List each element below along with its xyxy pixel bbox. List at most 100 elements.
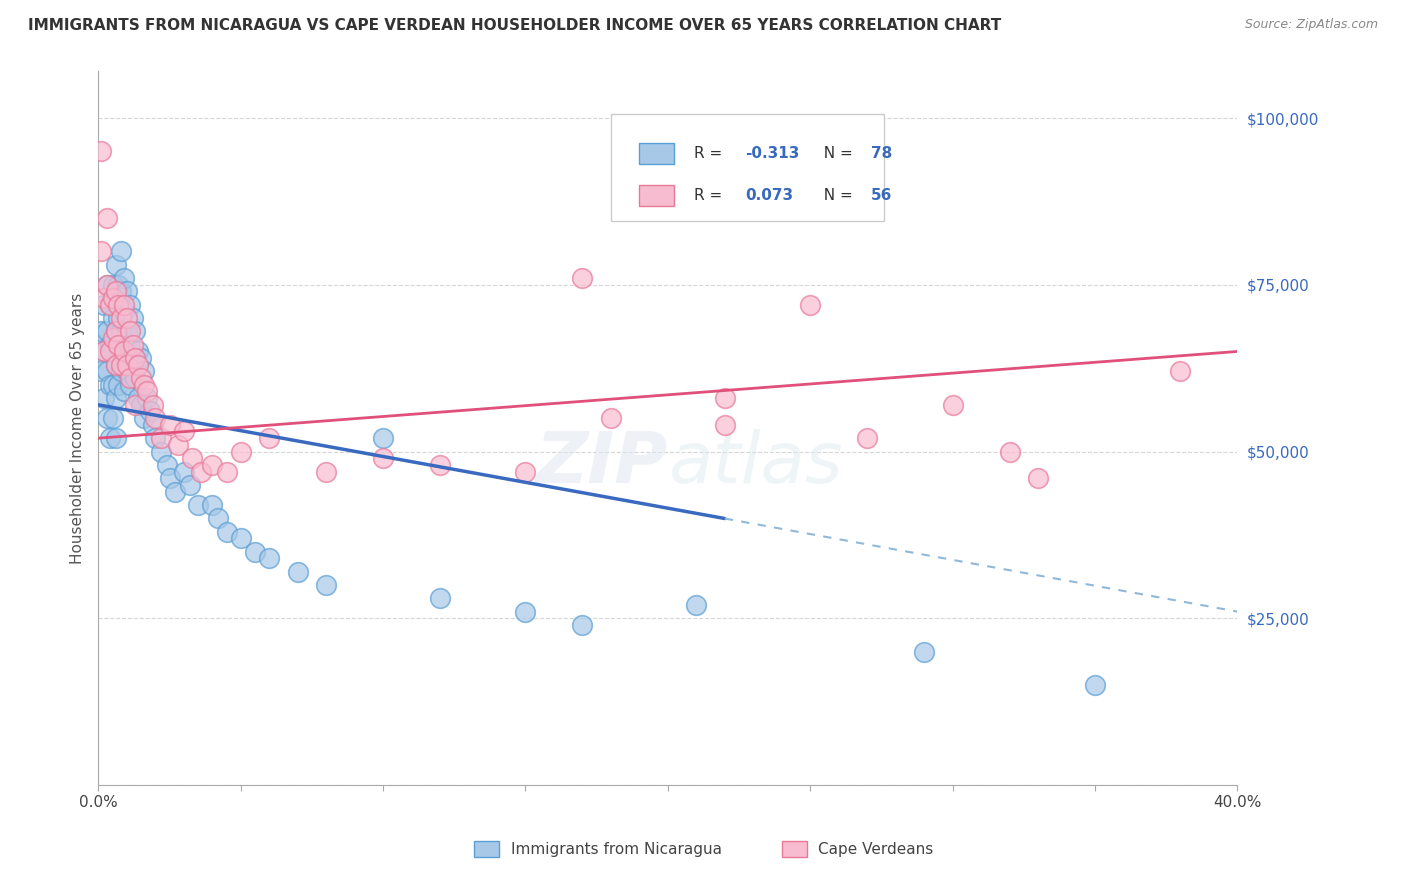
Point: [101, 277, 124, 292]
Text: 56: 56: [870, 188, 891, 203]
Point: [229, 444, 252, 458]
Point: [190, 465, 212, 479]
Point: [150, 444, 173, 458]
Point: [104, 431, 127, 445]
Point: [96, 211, 118, 225]
Point: [571, 618, 593, 632]
Point: [121, 311, 143, 326]
Point: [141, 398, 163, 412]
Point: [104, 291, 127, 305]
Text: IMMIGRANTS FROM NICARAGUA VS CAPE VERDEAN HOUSEHOLDER INCOME OVER 65 YEARS CORRE: IMMIGRANTS FROM NICARAGUA VS CAPE VERDEA…: [28, 18, 1001, 33]
Point: [93, 298, 115, 312]
Point: [150, 431, 173, 445]
Point: [118, 298, 141, 312]
Point: [104, 358, 127, 372]
Point: [145, 431, 167, 445]
Point: [112, 298, 135, 312]
Point: [118, 371, 141, 385]
Text: N =: N =: [814, 188, 858, 203]
Point: [145, 411, 167, 425]
Point: [912, 644, 935, 658]
Point: [159, 471, 181, 485]
Point: [101, 311, 124, 326]
Text: 78: 78: [870, 146, 891, 161]
Point: [515, 605, 537, 619]
Point: [1084, 678, 1107, 692]
Point: [165, 484, 187, 499]
Point: [373, 431, 395, 445]
Point: [243, 544, 266, 558]
Text: N =: N =: [814, 146, 858, 161]
FancyBboxPatch shape: [782, 841, 807, 857]
Point: [118, 377, 141, 392]
Text: ZIP: ZIP: [536, 429, 668, 499]
Point: [287, 565, 309, 579]
Point: [600, 411, 623, 425]
Point: [110, 358, 132, 372]
Point: [98, 298, 121, 312]
Point: [124, 398, 146, 412]
Point: [685, 598, 707, 612]
Point: [429, 591, 451, 606]
Text: atlas: atlas: [668, 429, 842, 499]
Point: [373, 451, 395, 466]
Text: -0.313: -0.313: [745, 146, 800, 161]
Point: [107, 311, 129, 326]
Point: [112, 304, 135, 318]
Point: [201, 458, 224, 472]
Point: [115, 364, 138, 378]
Point: [173, 425, 195, 439]
Text: R =: R =: [695, 146, 727, 161]
Point: [112, 384, 135, 399]
Point: [96, 325, 118, 339]
Point: [107, 344, 129, 359]
Point: [124, 351, 146, 365]
Point: [93, 391, 115, 405]
Point: [104, 358, 127, 372]
Point: [229, 531, 252, 545]
Point: [101, 291, 124, 305]
Point: [201, 498, 224, 512]
Point: [98, 338, 121, 352]
Point: [167, 438, 190, 452]
Text: 0.073: 0.073: [745, 188, 793, 203]
Point: [112, 344, 135, 359]
Point: [135, 391, 157, 405]
Point: [118, 338, 141, 352]
Point: [90, 244, 112, 259]
Point: [132, 377, 155, 392]
Point: [132, 411, 155, 425]
Text: Cape Verdeans: Cape Verdeans: [818, 842, 934, 856]
Point: [315, 465, 337, 479]
Point: [98, 344, 121, 359]
FancyBboxPatch shape: [640, 143, 673, 164]
Point: [259, 551, 281, 566]
Point: [159, 417, 181, 432]
Point: [156, 458, 179, 472]
Point: [121, 338, 143, 352]
Point: [96, 277, 118, 292]
Point: [127, 391, 149, 405]
Point: [799, 298, 821, 312]
Point: [121, 358, 143, 372]
Point: [135, 384, 157, 399]
Point: [429, 458, 451, 472]
Point: [515, 465, 537, 479]
Point: [93, 291, 115, 305]
Point: [118, 325, 141, 339]
Point: [110, 325, 132, 339]
Point: [998, 444, 1021, 458]
Point: [112, 344, 135, 359]
Point: [98, 298, 121, 312]
Point: [101, 377, 124, 392]
Point: [942, 398, 965, 412]
Point: [104, 258, 127, 272]
Point: [315, 578, 337, 592]
Point: [107, 377, 129, 392]
Point: [115, 311, 138, 326]
Point: [104, 285, 127, 299]
FancyBboxPatch shape: [640, 185, 673, 206]
Text: R =: R =: [695, 188, 727, 203]
Point: [127, 344, 149, 359]
FancyBboxPatch shape: [612, 114, 884, 221]
